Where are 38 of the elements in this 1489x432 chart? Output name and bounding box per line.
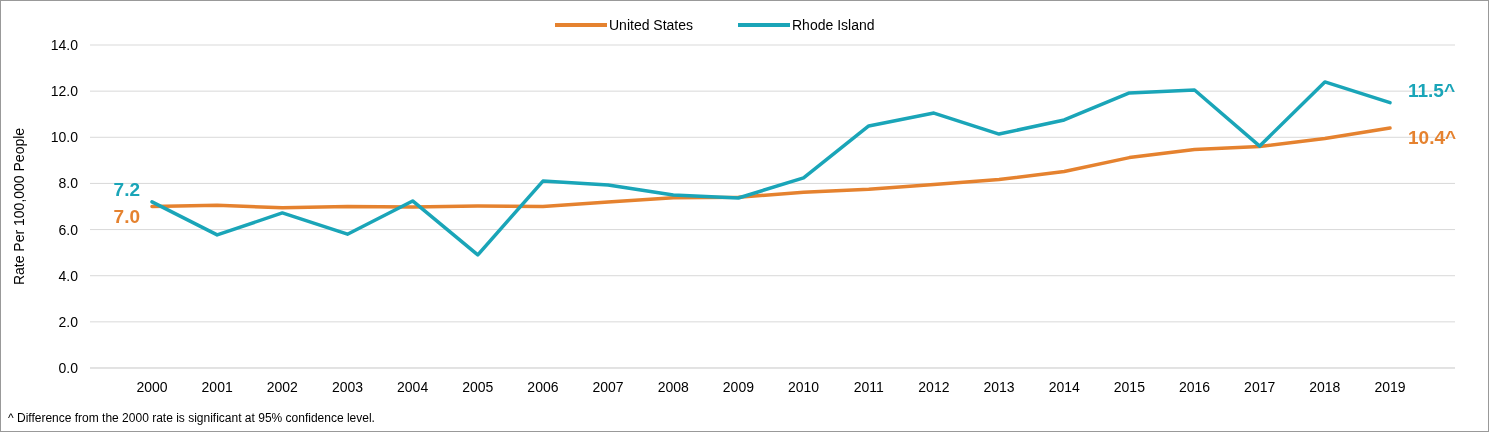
legend-label: United States <box>609 17 694 33</box>
text: ^ Difference from the 2000 rate is significant at 95% confidence level. <box>8 411 375 425</box>
y-tick-label: 10.0 <box>50 129 79 146</box>
x-tick-label: 2014 <box>1048 379 1080 395</box>
x-tick-label: 2010 <box>788 379 820 395</box>
x-tick-label: 2004 <box>397 379 429 395</box>
x-tick-label: 2017 <box>1244 379 1276 395</box>
y-tick-label: 14.0 <box>50 37 79 53</box>
line-series <box>150 80 1392 257</box>
x-tick-label: 2016 <box>1178 379 1211 395</box>
x-tick-label: 2007 <box>592 379 624 395</box>
x-tick-label: 2000 <box>136 379 168 395</box>
x-tick-label: 2001 <box>201 379 233 395</box>
y-tick-label: 0.0 <box>58 360 79 376</box>
data-label: 7.0 <box>113 205 140 227</box>
x-tick-label: 2003 <box>331 379 364 395</box>
legend-label: Rhode Island <box>792 17 875 33</box>
y-tick-label: 6.0 <box>58 221 79 238</box>
x-tick-label: 2002 <box>266 379 299 395</box>
line-series <box>150 126 1392 210</box>
x-tick-label: 2015 <box>1113 379 1146 395</box>
y-tick-label: 12.0 <box>50 83 79 100</box>
y-tick-label: 2.0 <box>58 313 79 330</box>
data-label: 10.4^ <box>1408 127 1457 149</box>
x-tick-label: 2012 <box>918 379 950 395</box>
x-tick-label: 2011 <box>853 379 884 395</box>
x-tick-label: 2018 <box>1309 379 1341 395</box>
x-tick-label: 2008 <box>657 379 690 395</box>
data-label: 11.5^ <box>1408 79 1456 101</box>
x-tick-label: 2005 <box>462 379 494 395</box>
y-axis-title: Rate Per 100,000 People <box>11 127 27 286</box>
x-tick-label: 2019 <box>1374 379 1406 395</box>
y-tick-label: 4.0 <box>58 267 79 284</box>
x-tick-label: 2009 <box>722 379 755 395</box>
x-tick-label: 2013 <box>983 379 1015 395</box>
data-label: 7.2 <box>113 178 140 200</box>
x-tick-label: 2006 <box>527 379 559 395</box>
y-tick-label: 8.0 <box>58 175 79 192</box>
